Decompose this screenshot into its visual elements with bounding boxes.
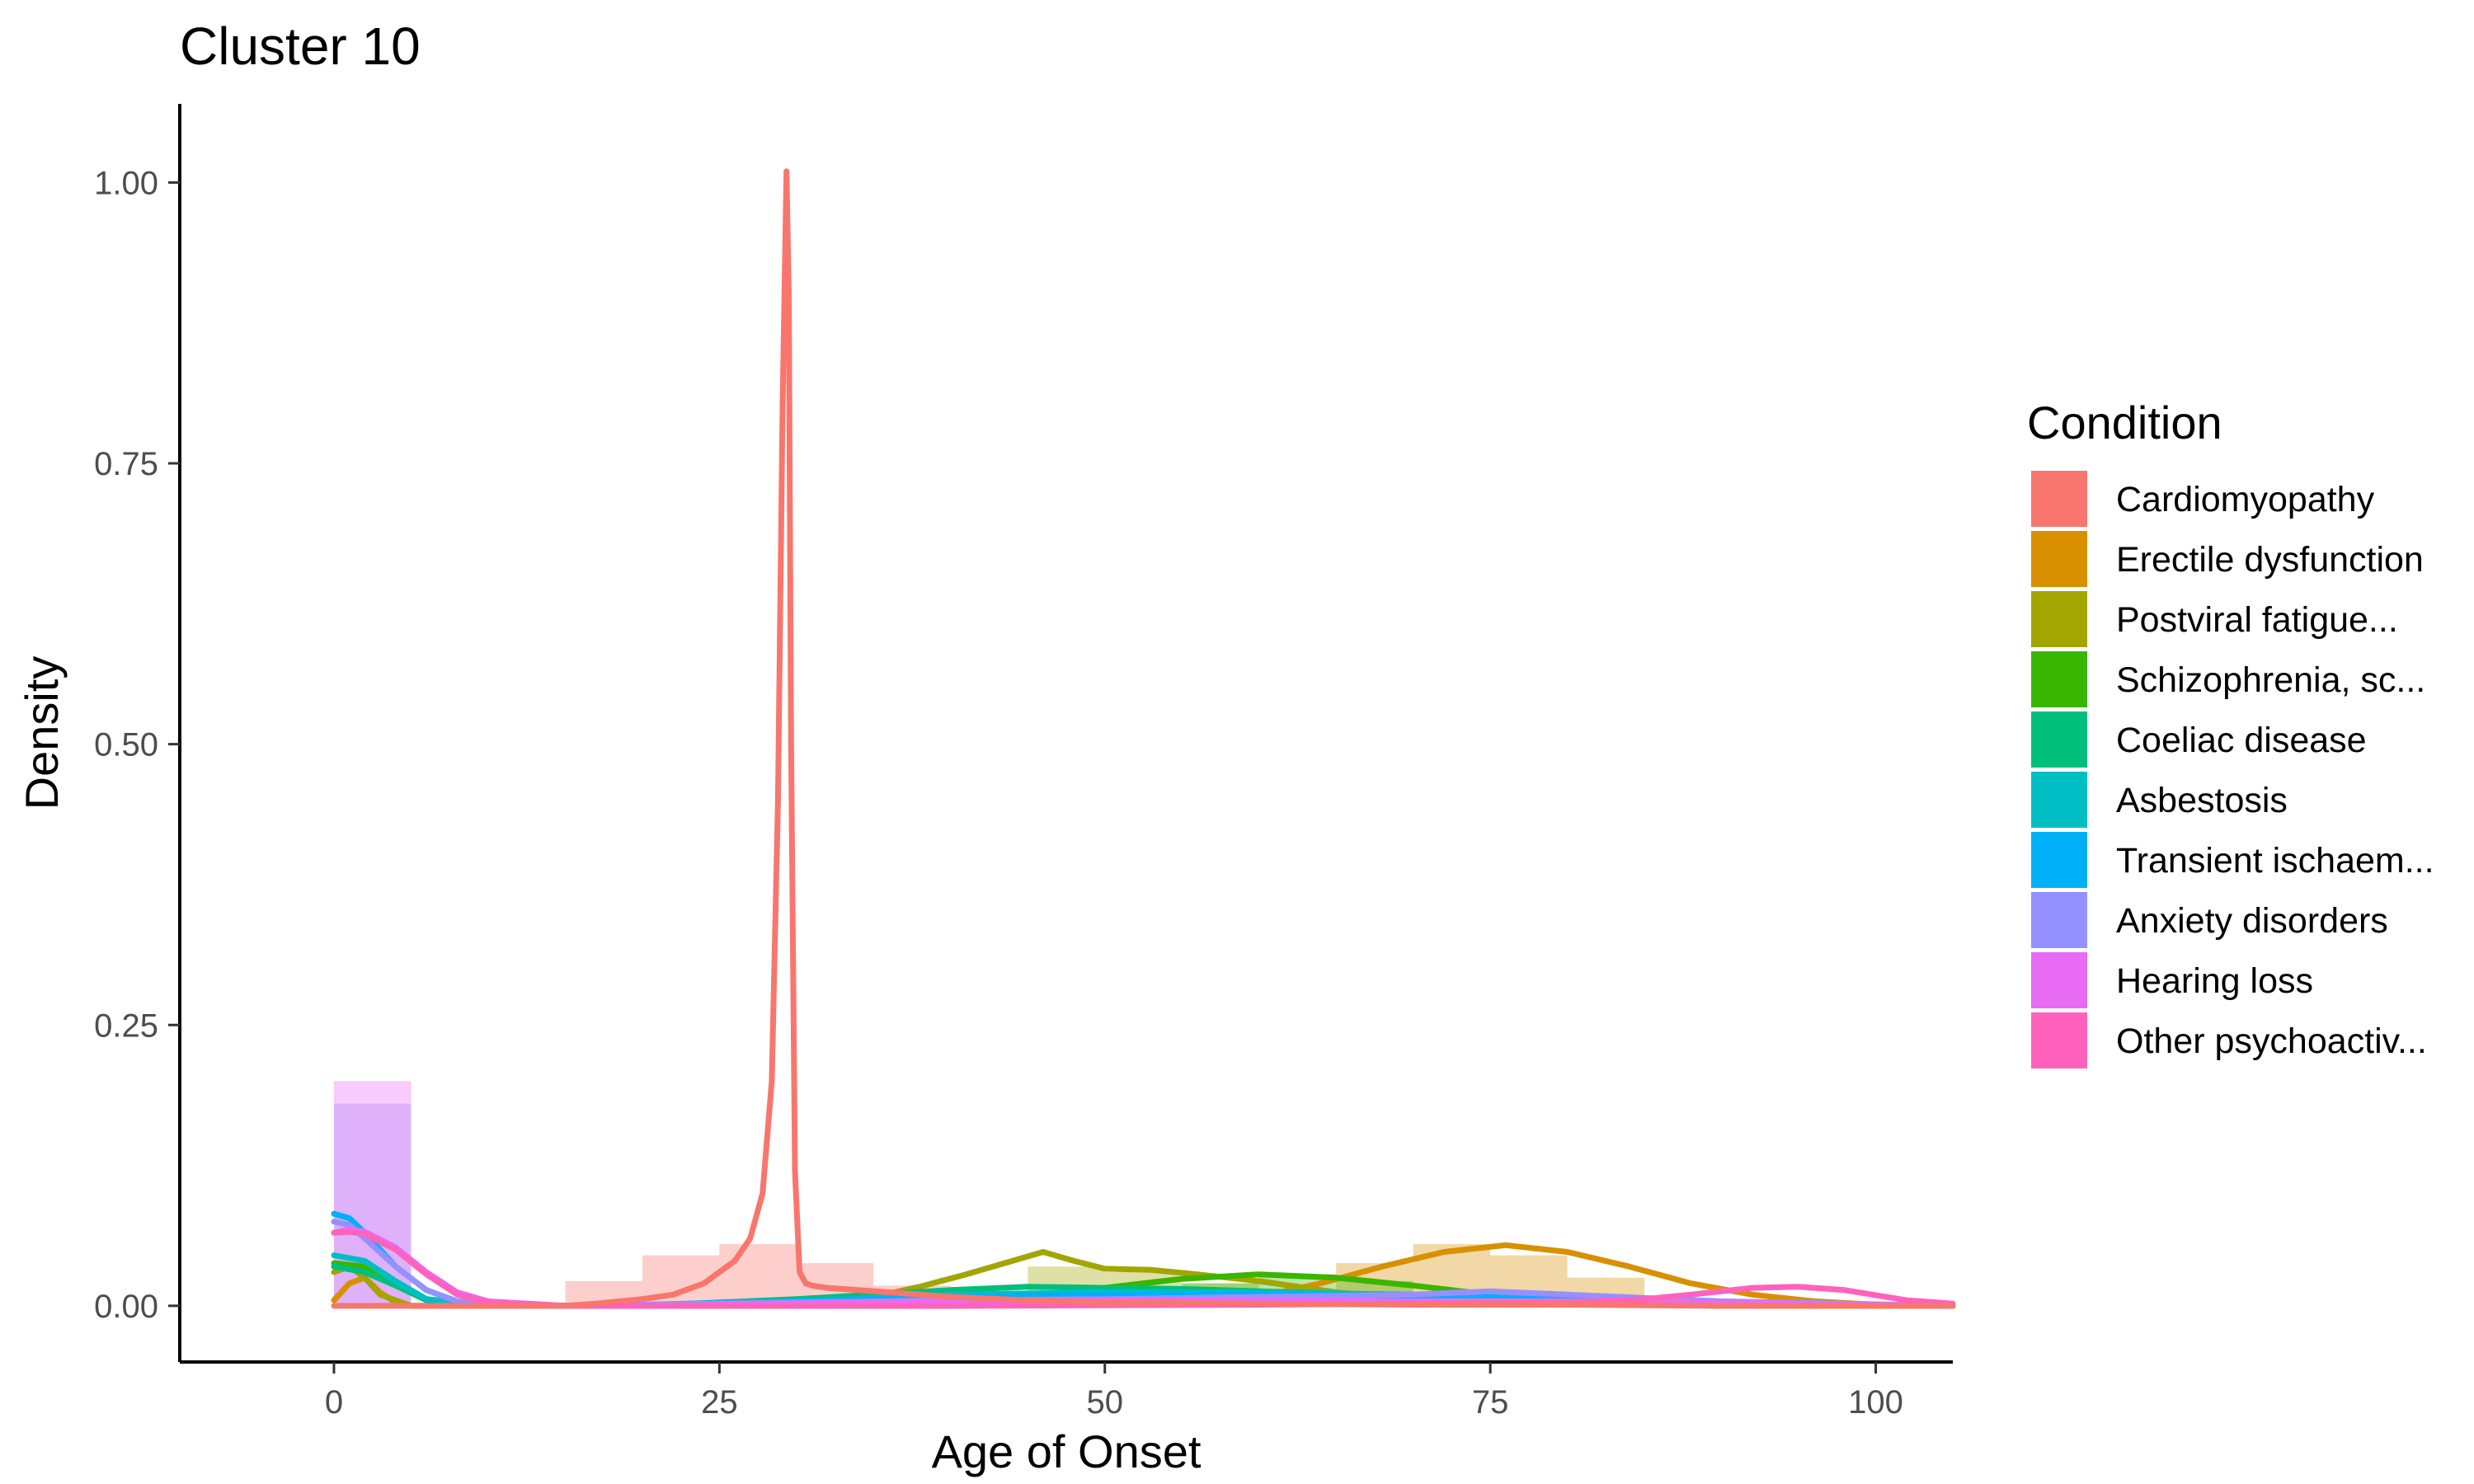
y-tick-label: 0.75 [94,446,158,482]
y-tick-label: 0.50 [94,727,158,763]
y-tick-label: 1.00 [94,165,158,201]
legend-label-schizophrenia-sc: Schizophrenia, sc... [2116,660,2425,700]
y-tick-label: 0.00 [94,1289,158,1325]
legend-label-other-psychoactiv: Other psychoactiv... [2116,1021,2427,1061]
density-lines [331,168,1956,1309]
legend-label-postviral-fatigue: Postviral fatigue... [2116,600,2398,640]
chart-title: Cluster 10 [180,16,421,76]
legend-key-other-psychoactiv [2030,1011,2089,1070]
y-tick-label: 0.25 [94,1007,158,1044]
legend-label-erectile-dysfunction: Erectile dysfunction [2116,540,2424,580]
histogram-bars [333,1081,1645,1306]
legend-label-anxiety-disorders: Anxiety disorders [2116,901,2388,941]
legend-key-coeliac-disease [2030,710,2089,769]
legend-key-transient-ischaem [2030,830,2089,890]
legend-key-erectile-dysfunction [2030,529,2089,589]
x-tick-label: 75 [1472,1384,1509,1421]
legend-items: Cardiomyopathy Erectile dysfunction Postvi… [2030,469,2434,1070]
legend-title: Condition [2027,397,2222,448]
x-tick-label: 50 [1086,1384,1123,1421]
x-tick-label: 0 [325,1384,343,1421]
y-axis-title: Density [16,656,68,810]
legend-label-cardiomyopathy: Cardiomyopathy [2116,480,2375,519]
x-tick-label: 25 [701,1384,738,1421]
legend-key-anxiety-disorders [2030,890,2089,950]
legend-key-schizophrenia-sc [2030,650,2089,709]
axis-ticks: 0 25 50 75 100 0.00 0.25 0.50 0.75 1.00 [94,165,1903,1421]
legend-label-coeliac-disease: Coeliac disease [2116,721,2367,760]
legend-key-hearing-loss [2030,951,2089,1010]
legend-key-cardiomyopathy [2030,469,2089,528]
legend-label-hearing-loss: Hearing loss [2116,961,2313,1001]
density-line-cardiomyopathy [331,168,1956,1309]
legend: Condition Cardiomyopathy Erectile dysfunc… [2027,397,2434,1070]
legend-label-asbestosis: Asbestosis [2116,781,2288,820]
x-axis-title: Age of Onset [932,1425,1202,1477]
legend-key-postviral-fatigue [2030,589,2089,649]
hist-bar-cardiomyopathy-25 [719,1243,797,1306]
legend-key-asbestosis [2030,770,2089,829]
legend-label-transient-ischaem: Transient ischaem... [2116,841,2434,881]
axes [178,104,1953,1364]
x-tick-label: 100 [1848,1384,1903,1421]
